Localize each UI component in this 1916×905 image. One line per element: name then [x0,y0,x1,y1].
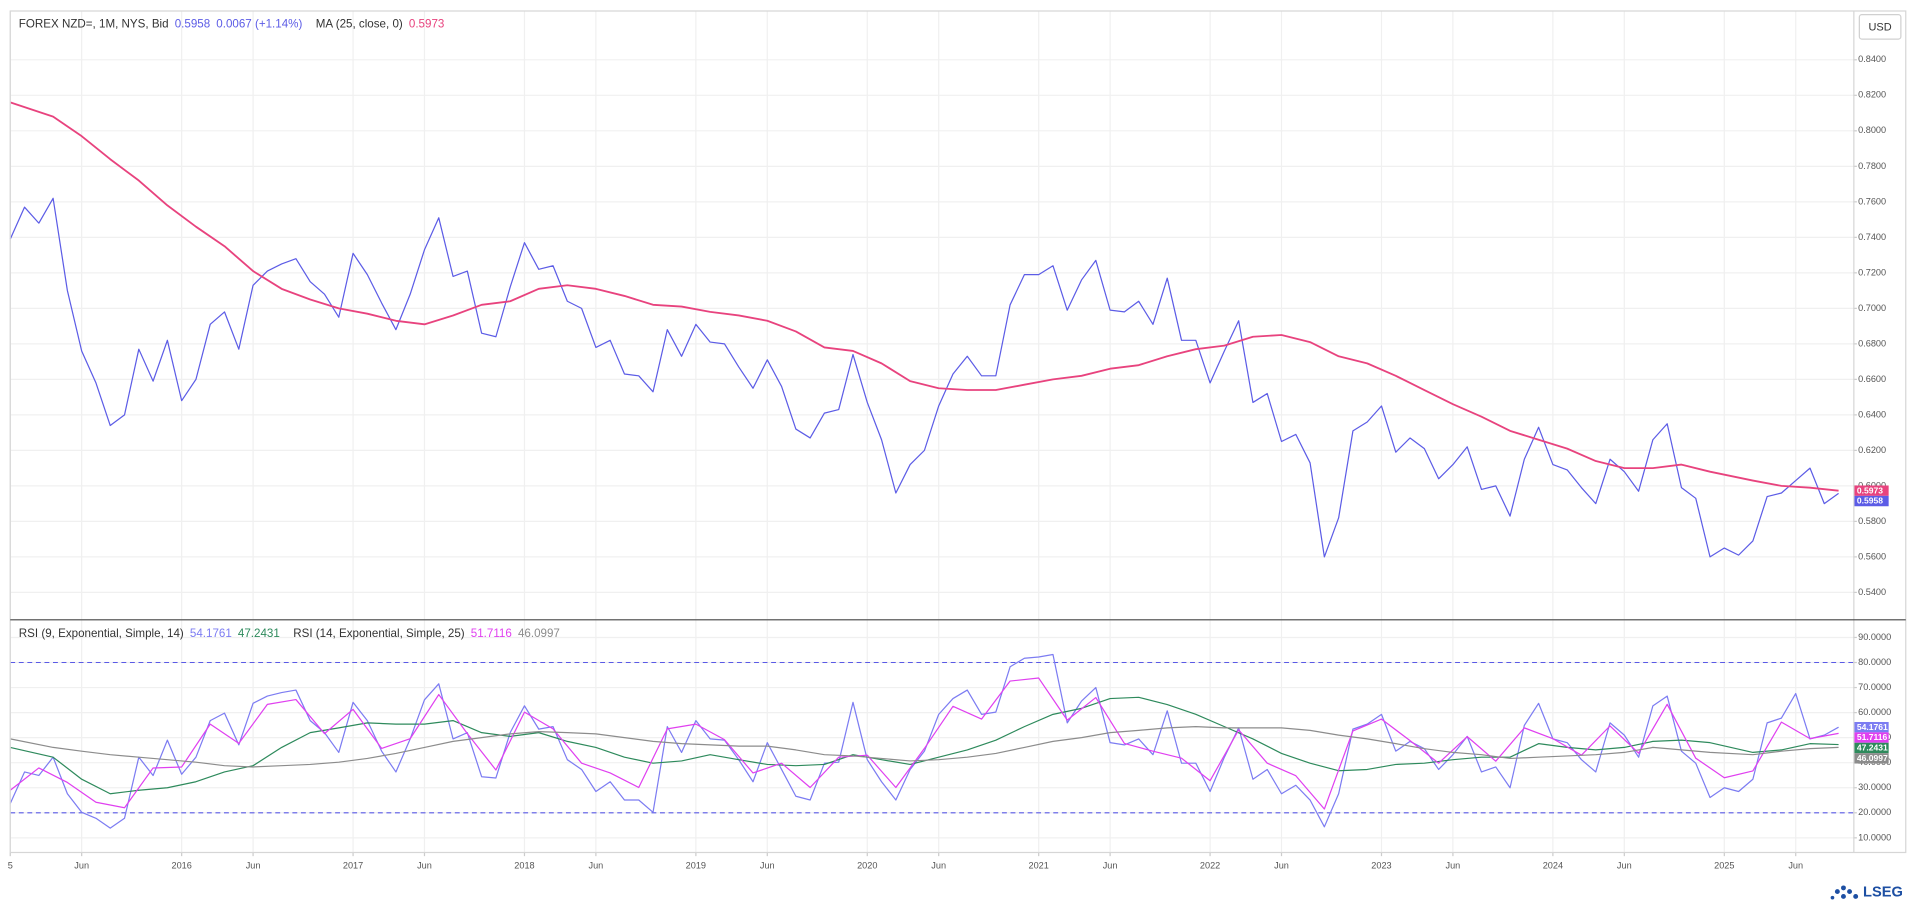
legend-change: 0.0067 (+1.14%) [216,17,302,30]
logo-mark [1830,885,1859,900]
x-tick-label: 2019 [686,860,706,870]
y-tick-label: 0.8400 [1858,54,1886,64]
x-tick-label: Jun [1788,860,1803,870]
x-tick-label: Jun [760,860,775,870]
legend-value: 54.1761 [190,627,232,640]
x-tick-label: 2016 [171,860,191,870]
last-value-tag [1854,721,1889,733]
logo-dot [1834,889,1840,895]
x-tick-label: 5 [8,860,13,870]
y-tick-label: 0.7800 [1858,161,1886,171]
logo-dot [1830,895,1835,900]
legend-label: FOREX NZD=, 1M, NYS, Bid [19,17,169,30]
x-tick-label: Jun [589,860,604,870]
x-tick-label: Jun [1274,860,1289,870]
y-tick-label: 0.8000 [1858,125,1886,135]
x-tick-label: Jun [1103,860,1118,870]
y-tick-label: 10.0000 [1858,832,1891,842]
legend-value: 51.7116 [471,627,512,640]
x-tick-label: 2022 [1200,860,1220,870]
y-tick-label: 30.0000 [1858,782,1891,792]
y-tick-label: 80.0000 [1858,657,1891,667]
y-tick-label: 0.5600 [1858,551,1886,561]
y-tick-label: 0.7200 [1858,267,1886,277]
x-tick-label: Jun [1617,860,1632,870]
currency-button-label[interactable]: USD [1868,21,1891,33]
x-tick-label: Jun [74,860,89,870]
logo-dot [1841,894,1846,899]
x-tick-label: 2023 [1371,860,1391,870]
logo-dot [1841,885,1846,891]
y-tick-label: 0.6600 [1858,374,1886,384]
ui-layer: 0.5400 0.5600 0.5800 0.6000 0.6200 0.6400 0.66… [8,17,1891,870]
last-value-tag [1854,485,1889,496]
x-tick-label: Jun [1446,860,1461,870]
y-tick-label: 0.5400 [1858,587,1886,597]
y-tick-label: 20.0000 [1858,807,1891,817]
y-tick-label: 0.6800 [1858,338,1886,348]
logo-dot [1853,894,1859,899]
y-tick-label: 0.7600 [1858,196,1886,206]
last-value-tag-label: 0.5958 [1857,496,1883,506]
x-tick-label: 2017 [343,860,363,870]
legend-value: 0.5958 [175,17,210,30]
x-tick-label: 2025 [1714,860,1734,870]
data-layer [9,101,1839,829]
legend-value: 47.2431 [238,627,280,640]
y-tick-label: 0.7000 [1858,303,1886,313]
last-value-tag [1854,753,1889,764]
logo-dot [1847,889,1853,895]
y-tick-label: 0.7400 [1858,232,1886,242]
y-tick-label: 0.6400 [1858,409,1886,419]
series-line [9,653,1839,829]
frame [9,10,1907,854]
last-value-tag-label: 51.7116 [1857,732,1888,742]
y-tick-label: 0.8200 [1858,90,1886,100]
y-tick-label: 60.0000 [1858,707,1891,717]
last-value-tag-label: 47.2431 [1857,743,1888,753]
last-value-tag-label: 46.0997 [1857,753,1888,763]
last-value-tag [1854,742,1889,754]
y-tick-label: 90.0000 [1858,632,1891,642]
y-tick-label: 70.0000 [1858,682,1891,692]
currency-button[interactable] [1858,14,1902,40]
x-tick-label: Jun [931,860,946,870]
last-value-tag [1854,732,1889,743]
legend-value: 0.5973 [409,17,444,30]
y-tick-label: 0.6200 [1858,445,1886,455]
x-tick-label: 2020 [857,860,877,870]
last-value-tag-label: 0.5973 [1857,485,1883,495]
x-tick-label: 2021 [1029,860,1049,870]
y-tick-label: 0.6000 [1858,480,1886,490]
x-tick-label: Jun [246,860,261,870]
series-line [9,101,1839,492]
y-tick-label: 0.5800 [1858,516,1886,526]
legend-label: RSI (14, Exponential, Simple, 25) [293,627,465,640]
last-value-tag [1854,495,1889,507]
legend-value: 46.0997 [518,627,560,640]
x-tick-label: Jun [417,860,432,870]
grid-layer [9,10,1857,857]
x-tick-label: 2018 [514,860,534,870]
logo: LSEG [1830,885,1903,901]
last-value-tag-label: 54.1761 [1857,722,1888,732]
series-line [10,726,1839,768]
legend-label: RSI (9, Exponential, Simple, 14) [19,627,184,640]
plot-border [9,10,1907,854]
logo-text: LSEG [1863,885,1903,901]
series-line [9,677,1839,810]
x-tick-label: 2024 [1543,860,1563,870]
legend-label: MA (25, close, 0) [316,17,403,30]
